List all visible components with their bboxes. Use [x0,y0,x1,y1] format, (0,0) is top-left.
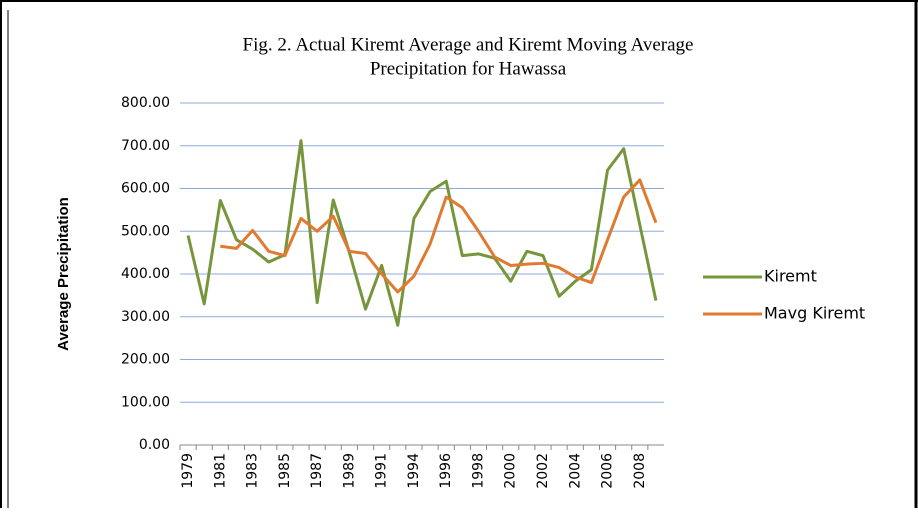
x-tick-label: 2002 [535,453,551,489]
chart-title: Fig. 2. Actual Kiremt Average and Kiremt… [243,34,694,55]
legend-label: Mavg Kiremt [764,304,865,323]
y-tick-label: 800.00 [121,95,170,111]
x-tick-label: 1998 [470,453,486,489]
x-tick-label: 1991 [374,453,390,489]
x-tick-label: 2008 [632,453,648,489]
legend-label: Kiremt [764,267,817,286]
y-tick-label: 0.00 [139,437,170,453]
x-tick-label: 1994 [406,453,422,489]
x-tick-label: 1981 [212,453,228,489]
y-tick-label: 600.00 [121,181,170,197]
series-line [220,178,658,294]
x-tick-label: 1989 [341,453,357,489]
x-tick-label: 2000 [503,453,519,489]
y-tick-label: 200.00 [121,352,170,368]
x-tick-label: 1996 [438,453,454,489]
y-axis-label: Average Precipitation [55,197,72,351]
x-tick-label: 2006 [600,453,616,489]
y-tick-label: 400.00 [121,266,170,282]
y-tick-label: 100.00 [121,394,170,410]
y-tick-label: 700.00 [121,138,170,154]
y-tick-label: 300.00 [121,309,170,325]
x-tick-label: 2004 [567,453,583,489]
chart-subtitle: Precipitation for Hawassa [370,58,567,79]
x-tick-label: 1985 [277,453,293,489]
x-tick-label: 1979 [180,453,196,489]
y-tick-label: 500.00 [121,223,170,239]
x-tick-label: 1983 [245,453,261,489]
x-tick-label: 1987 [309,453,325,489]
